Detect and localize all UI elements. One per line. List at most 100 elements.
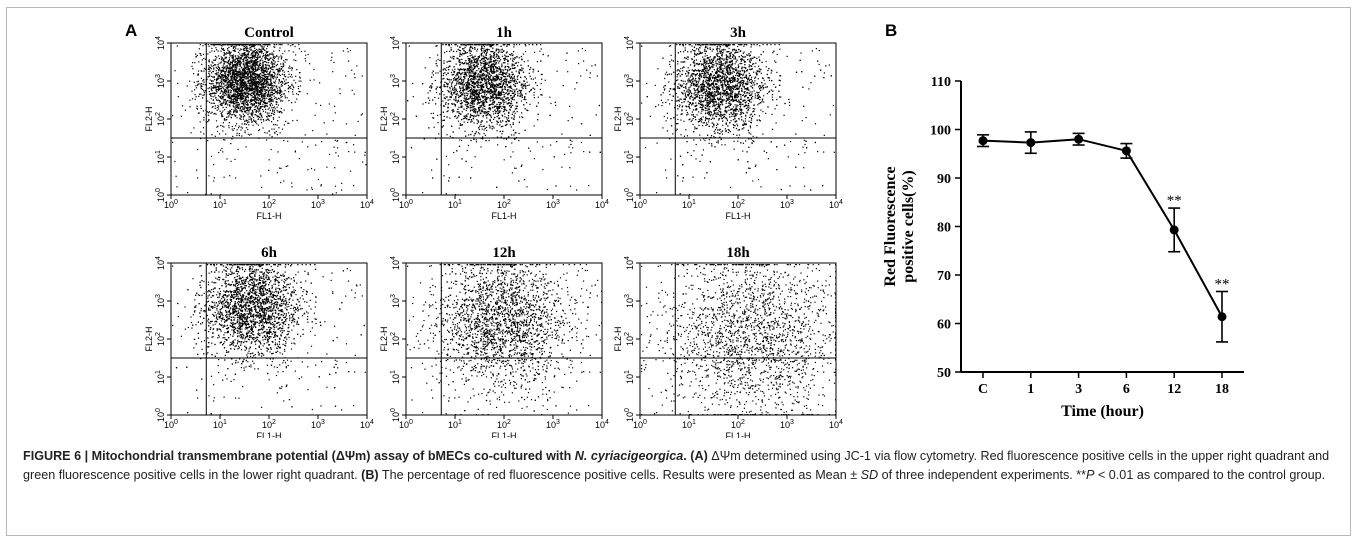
x-tick-label: 6	[1123, 382, 1130, 397]
data-point	[1026, 138, 1036, 148]
y-tick-exponent: 0	[624, 408, 631, 412]
x-tick-label: 101	[213, 199, 227, 210]
y-axis-label: FL2-H	[379, 106, 389, 131]
x-tick-exponent: 1	[223, 199, 227, 206]
dot-plot-events	[172, 264, 366, 416]
caption-title: Mitochondrial transmembrane potential (Δ…	[91, 449, 575, 463]
x-tick-label: 100	[164, 419, 178, 430]
x-tick-label: 103	[546, 419, 560, 430]
y-tick-label: 103	[155, 294, 166, 308]
y-tick-label: 50	[937, 366, 951, 381]
x-tick-label: 100	[164, 199, 178, 210]
x-tick-exponent: 3	[790, 199, 794, 206]
y-tick-label: 103	[390, 74, 401, 88]
x-tick-exponent: 0	[643, 199, 647, 206]
y-tick-label: 103	[390, 294, 401, 308]
x-tick-exponent: 0	[174, 419, 178, 426]
x-tick-exponent: 0	[643, 419, 647, 426]
x-tick-exponent: 4	[839, 419, 843, 426]
x-tick-exponent: 2	[741, 419, 745, 426]
y-tick-exponent: 4	[390, 36, 397, 40]
x-tick-label: 104	[595, 199, 609, 210]
y-tick-label: 110	[931, 75, 951, 90]
x-axis-label: FL1-H	[725, 431, 750, 438]
x-tick-exponent: 3	[321, 199, 325, 206]
dot-plot: 18h100100101101102102103103104104FL1-HFL…	[613, 245, 843, 438]
x-tick-label: 102	[731, 419, 745, 430]
y-tick-exponent: 4	[624, 36, 631, 40]
dot-plot-events	[641, 264, 837, 416]
x-tick-label: 104	[360, 199, 374, 210]
x-axis-label: FL1-H	[491, 211, 516, 221]
data-point	[1217, 312, 1227, 322]
y-tick-exponent: 4	[624, 256, 631, 260]
y-tick-label: 103	[624, 294, 635, 308]
y-tick-exponent: 2	[624, 332, 631, 336]
y-tick-exponent: 0	[624, 188, 631, 192]
y-tick-exponent: 4	[390, 256, 397, 260]
caption-species: N. cyriacigeorgica	[574, 449, 684, 463]
y-tick-exponent: 0	[155, 408, 162, 412]
dot-plot-events	[407, 264, 603, 416]
panel-b-label: B	[885, 21, 897, 40]
line-chart: 50 60 70 80 90 100 110 C 1 3 6 12 18 ** ** Time (hour) R…	[882, 75, 1244, 420]
caption-ref-b: (B)	[361, 468, 379, 482]
y-tick-exponent: 3	[624, 74, 631, 78]
data-point	[1169, 225, 1179, 235]
x-tick-exponent: 3	[321, 419, 325, 426]
panel-a-label: A	[125, 21, 137, 40]
dot-plot: 1h100100101101102102103103104104FL1-HFL2…	[379, 25, 609, 221]
y-tick-label: 101	[624, 150, 635, 164]
x-tick-label: 100	[633, 199, 647, 210]
caption-sd: SD	[860, 468, 879, 482]
caption-title-end: .	[683, 449, 687, 463]
x-tick-label: 100	[399, 199, 413, 210]
x-tick-exponent: 3	[556, 199, 560, 206]
x-tick-label: 12	[1167, 382, 1181, 397]
x-tick-label: 101	[213, 419, 227, 430]
y-tick-label: 101	[155, 370, 166, 384]
y-tick-label: 102	[390, 332, 401, 346]
y-axis-label: FL2-H	[144, 326, 154, 351]
series-line	[982, 138, 1223, 318]
x-tick-exponent: 2	[507, 419, 511, 426]
y-tick-label: 100	[624, 188, 635, 202]
dot-plot-frame	[405, 42, 603, 196]
x-tick-exponent: 4	[605, 199, 609, 206]
y-tick-exponent: 4	[155, 36, 162, 40]
x-tick-label: 103	[780, 199, 794, 210]
data-point	[1121, 146, 1131, 156]
x-tick-exponent: 2	[272, 419, 276, 426]
y-tick-label: 102	[155, 112, 166, 126]
x-tick-exponent: 4	[605, 419, 609, 426]
dot-plot-title: 18h	[726, 245, 750, 261]
y-axis-label: FL2-H	[379, 326, 389, 351]
dot-plot: 6h100100101101102102103103104104FL1-HFL2…	[144, 245, 374, 438]
caption-text-c: of three independent experiments. **	[878, 468, 1087, 482]
y-tick-exponent: 4	[155, 256, 162, 260]
y-tick-label: 90	[937, 172, 951, 187]
y-tick-label: 100	[624, 408, 635, 422]
x-tick-label: C	[978, 382, 988, 397]
y-tick-label: 103	[624, 74, 635, 88]
dot-plot-title: 6h	[261, 245, 278, 261]
y-axis-label: FL2-H	[613, 106, 623, 131]
y-tick-label: 102	[624, 112, 635, 126]
x-tick-exponent: 0	[174, 199, 178, 206]
x-tick-label: 102	[262, 419, 276, 430]
x-tick-exponent: 2	[507, 199, 511, 206]
figure-frame: A B Control 100 100 101 101 102 102 103 103 104 10…	[6, 7, 1351, 536]
y-axis-title-line2: positive cells(%)	[900, 170, 917, 282]
x-axis-title: Time (hour)	[1061, 403, 1144, 420]
dot-plot-events	[172, 44, 367, 196]
y-tick-label: 80	[937, 221, 951, 236]
y-tick-label: 70	[937, 269, 951, 284]
x-tick-label: 102	[731, 199, 745, 210]
x-tick-label: 101	[448, 419, 462, 430]
dot-plot-events	[407, 44, 601, 196]
y-tick-exponent: 2	[624, 112, 631, 116]
x-tick-label: 104	[829, 199, 843, 210]
y-tick-exponent: 1	[624, 150, 631, 154]
caption-text-d: < 0.01 as compared to the control group.	[1094, 468, 1326, 482]
y-tick-label: 100	[390, 188, 401, 202]
